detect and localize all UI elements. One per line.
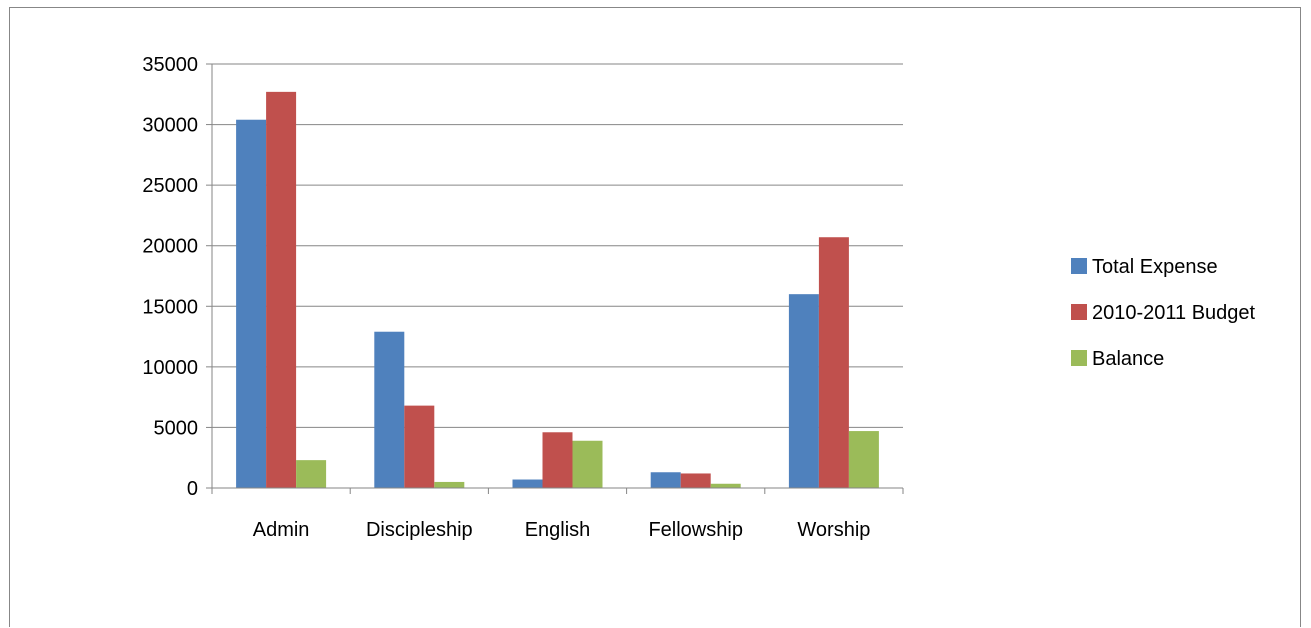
y-tick-label: 0 xyxy=(187,478,198,500)
chart-area: 0 5000 10000 15000 20000 25000 30000 35000 Admi… xyxy=(9,7,1301,627)
y-tick-label: 25000 xyxy=(142,175,198,197)
bar-admin-balance xyxy=(296,460,327,488)
bar-discipleship-2010-2011-budget xyxy=(404,405,435,488)
x-tick-label: Admin xyxy=(253,519,310,541)
legend-label: 2010-2011 Budget xyxy=(1092,302,1256,324)
y-tick-label: 35000 xyxy=(142,54,198,76)
bar-fellowship-balance xyxy=(710,483,741,488)
y-axis-tick-labels: 0 5000 10000 15000 20000 25000 30000 35000 xyxy=(142,54,198,500)
x-tick-label: Worship xyxy=(797,519,870,541)
bars xyxy=(236,91,879,489)
bar-discipleship-total-expense xyxy=(374,331,405,488)
y-tick-label: 5000 xyxy=(154,417,199,439)
gridlines xyxy=(212,63,903,428)
legend-label: Balance xyxy=(1092,348,1164,370)
legend-swatch xyxy=(1071,258,1087,274)
bar-fellowship-total-expense xyxy=(650,472,681,488)
x-tick-label: English xyxy=(525,519,591,541)
axes xyxy=(206,63,904,494)
bar-admin-total-expense xyxy=(236,119,267,489)
y-tick-label: 20000 xyxy=(142,236,198,258)
legend-label: Total Expense xyxy=(1092,256,1218,278)
bar-discipleship-balance xyxy=(434,481,465,488)
bar-admin-2010-2011-budget xyxy=(266,91,297,488)
bar-worship-total-expense xyxy=(788,294,819,488)
bar-english-balance xyxy=(572,440,603,488)
y-tick-label: 15000 xyxy=(142,296,198,318)
x-axis-tick-labels: Admin Discipleship English Fellowship Worshi… xyxy=(253,519,871,541)
bar-english-total-expense xyxy=(512,479,543,488)
bar-worship-2010-2011-budget xyxy=(818,237,849,488)
x-tick-label: Discipleship xyxy=(366,519,473,541)
legend-swatch xyxy=(1071,304,1087,320)
x-tick-label: Fellowship xyxy=(648,519,742,541)
y-tick-label: 30000 xyxy=(142,115,198,137)
bar-worship-balance xyxy=(848,431,879,488)
bar-chart: 0 5000 10000 15000 20000 25000 30000 35000 Admi… xyxy=(142,54,1256,541)
legend-swatch xyxy=(1071,350,1087,366)
legend: Total Expense 2010-2011 Budget Balance xyxy=(1071,256,1256,370)
y-tick-label: 10000 xyxy=(142,357,198,379)
bar-english-2010-2011-budget xyxy=(542,432,573,488)
bar-fellowship-2010-2011-budget xyxy=(680,473,711,488)
